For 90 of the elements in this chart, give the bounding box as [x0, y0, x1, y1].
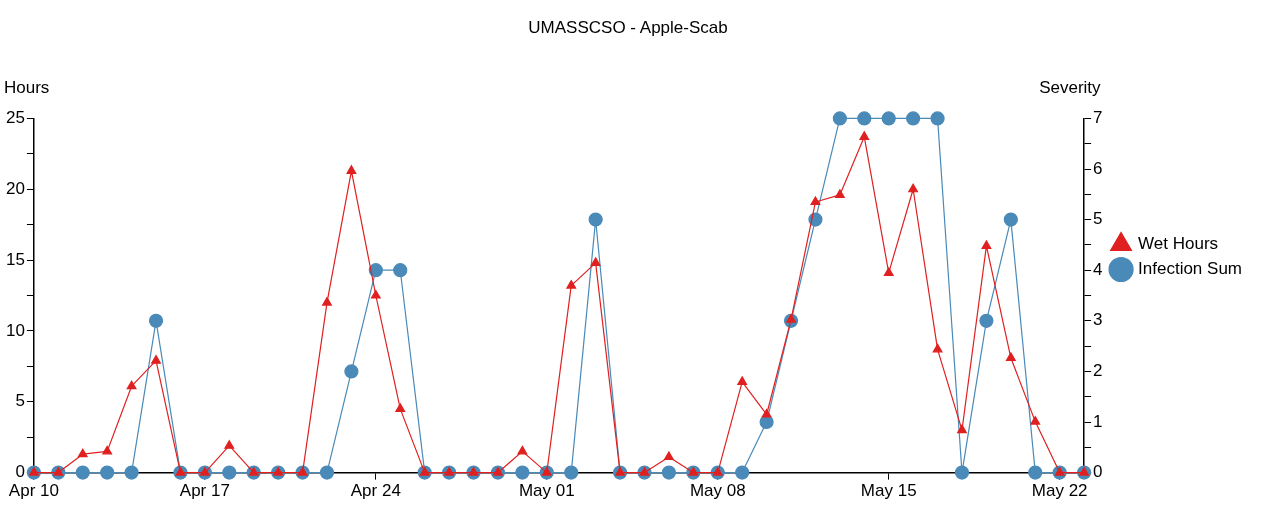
point	[735, 465, 750, 480]
point	[639, 467, 650, 476]
point	[954, 465, 970, 480]
point	[737, 376, 748, 386]
point	[102, 445, 113, 455]
y-tick-label: 25	[5, 108, 25, 128]
point	[224, 440, 235, 449]
point	[881, 111, 896, 126]
point	[346, 165, 357, 174]
y2-tick-label: 1	[1093, 411, 1103, 431]
legend-label: Infection Sum	[1138, 259, 1243, 279]
point	[883, 267, 894, 276]
point	[588, 212, 603, 227]
point	[28, 467, 39, 476]
point	[319, 465, 335, 480]
point	[1003, 212, 1018, 227]
point	[124, 465, 139, 480]
x-tick-label: Apr 10	[8, 481, 59, 501]
point	[541, 467, 552, 476]
point	[515, 465, 530, 480]
point	[661, 465, 677, 480]
point	[75, 465, 90, 480]
y2-tick-label: 6	[1093, 158, 1103, 178]
point	[148, 313, 164, 328]
point	[1028, 465, 1043, 480]
point	[344, 364, 359, 379]
chart-title: UMASSCSO - Apple-Scab	[528, 17, 728, 37]
point	[810, 196, 821, 206]
point	[419, 467, 430, 476]
point	[395, 403, 406, 412]
x-tick-label: Apr 17	[179, 481, 230, 501]
point	[957, 424, 967, 434]
y2-axis-title: Severity	[1039, 77, 1102, 97]
point	[1005, 352, 1016, 361]
point	[444, 467, 455, 476]
y2-tick-label: 5	[1093, 209, 1103, 229]
point	[100, 465, 115, 480]
point	[712, 467, 723, 476]
y-tick-label: 15	[5, 249, 25, 269]
point	[175, 467, 186, 476]
point	[393, 263, 408, 278]
x-tick-label: May 08	[689, 481, 746, 501]
point	[468, 467, 479, 476]
y2-tick-label: 3	[1093, 310, 1103, 330]
point	[857, 111, 872, 126]
point	[77, 448, 88, 458]
x-tick-label: May 22	[1031, 481, 1088, 501]
point	[930, 111, 945, 126]
point	[368, 263, 383, 278]
y-tick-label: 5	[15, 391, 25, 411]
y-tick-label: 10	[5, 320, 25, 340]
x-tick-label: May 01	[518, 481, 575, 501]
point	[761, 408, 772, 418]
x-tick-label: Apr 24	[350, 481, 401, 501]
point	[248, 467, 259, 476]
x-tick-label: May 15	[860, 481, 917, 501]
point	[517, 445, 528, 455]
point	[906, 111, 921, 126]
point	[932, 343, 943, 353]
y-axis-title: Hours	[4, 77, 50, 97]
point	[590, 257, 601, 267]
point	[199, 467, 210, 476]
point	[566, 279, 577, 289]
point	[1030, 416, 1041, 425]
point	[688, 467, 699, 476]
point	[832, 111, 847, 126]
point	[979, 313, 994, 328]
point	[564, 465, 579, 480]
point	[908, 183, 919, 193]
point	[53, 467, 64, 476]
y2-tick-label: 2	[1093, 361, 1103, 381]
point	[151, 355, 161, 364]
point	[322, 296, 332, 306]
point	[834, 189, 845, 199]
point	[297, 467, 308, 476]
y-tick-label: 20	[5, 178, 25, 198]
point	[370, 289, 381, 299]
point	[981, 240, 992, 250]
point	[1079, 467, 1090, 476]
point	[859, 131, 870, 140]
y-tick-label: 0	[15, 462, 25, 482]
legend-label: Wet Hours	[1138, 234, 1219, 254]
point	[663, 451, 674, 461]
y2-tick-label: 0	[1093, 462, 1103, 482]
y2-tick-label: 4	[1093, 259, 1103, 279]
point	[126, 380, 137, 390]
y2-tick-label: 7	[1093, 108, 1103, 128]
point	[1054, 467, 1065, 476]
point	[222, 465, 237, 480]
point	[273, 467, 284, 476]
